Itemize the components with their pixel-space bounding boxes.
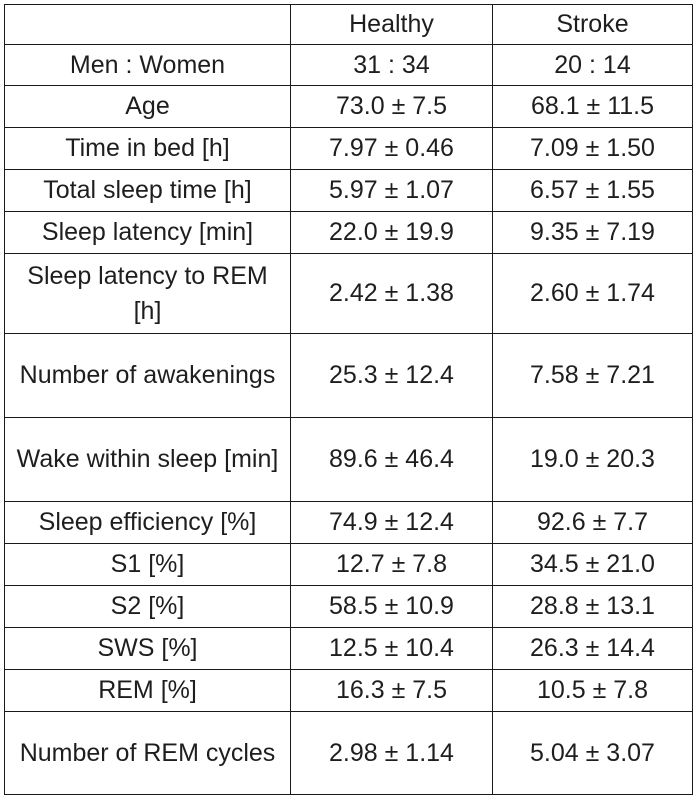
row-label: Total sleep time [h] — [4, 169, 291, 212]
healthy-value: 5.97 ± 1.07 — [290, 169, 493, 212]
healthy-value: 22.0 ± 19.9 — [290, 211, 493, 254]
stroke-value: 68.1 ± 11.5 — [492, 85, 693, 128]
sleep-comparison-table: Healthy Stroke Men : Women 31 : 34 20 : … — [4, 4, 693, 795]
healthy-value: 2.42 ± 1.38 — [290, 253, 493, 334]
stroke-value: 19.0 ± 20.3 — [492, 417, 693, 502]
stroke-value: 92.6 ± 7.7 — [492, 501, 693, 544]
healthy-value: 7.97 ± 0.46 — [290, 127, 493, 170]
table-row: REM [%] 16.3 ± 7.5 10.5 ± 7.8 — [4, 669, 693, 712]
table-row: S1 [%] 12.7 ± 7.8 34.5 ± 21.0 — [4, 543, 693, 586]
header-row: Healthy Stroke — [4, 4, 693, 45]
row-label: S1 [%] — [4, 543, 291, 586]
table-row: Total sleep time [h] 5.97 ± 1.07 6.57 ± … — [4, 169, 693, 212]
stroke-value: 10.5 ± 7.8 — [492, 669, 693, 712]
stroke-value: 9.35 ± 7.19 — [492, 211, 693, 254]
table-row: Age 73.0 ± 7.5 68.1 ± 11.5 — [4, 85, 693, 128]
header-cell-label — [4, 4, 291, 45]
table-row: Sleep latency to REM [h] 2.42 ± 1.38 2.6… — [4, 253, 693, 334]
healthy-value: 74.9 ± 12.4 — [290, 501, 493, 544]
healthy-value: 58.5 ± 10.9 — [290, 585, 493, 628]
row-label: Number of REM cycles — [4, 711, 291, 795]
table-row: Wake within sleep [min] 89.6 ± 46.4 19.0… — [4, 417, 693, 502]
healthy-value: 16.3 ± 7.5 — [290, 669, 493, 712]
table-row: S2 [%] 58.5 ± 10.9 28.8 ± 13.1 — [4, 585, 693, 628]
sleep-comparison-table-container: Healthy Stroke Men : Women 31 : 34 20 : … — [4, 4, 693, 795]
row-label: Number of awakenings — [4, 333, 291, 418]
healthy-value: 2.98 ± 1.14 — [290, 711, 493, 795]
healthy-value: 12.7 ± 7.8 — [290, 543, 493, 586]
table-row: Number of REM cycles 2.98 ± 1.14 5.04 ± … — [4, 711, 693, 795]
stroke-value: 7.58 ± 7.21 — [492, 333, 693, 418]
stroke-value: 5.04 ± 3.07 — [492, 711, 693, 795]
row-label: REM [%] — [4, 669, 291, 712]
table-row: Sleep efficiency [%] 74.9 ± 12.4 92.6 ± … — [4, 501, 693, 544]
row-label: SWS [%] — [4, 627, 291, 670]
table-row: Sleep latency [min] 22.0 ± 19.9 9.35 ± 7… — [4, 211, 693, 254]
row-label: Men : Women — [4, 44, 291, 86]
healthy-value: 31 : 34 — [290, 44, 493, 86]
healthy-value: 73.0 ± 7.5 — [290, 85, 493, 128]
row-label: Sleep efficiency [%] — [4, 501, 291, 544]
table-row: SWS [%] 12.5 ± 10.4 26.3 ± 14.4 — [4, 627, 693, 670]
row-label: Wake within sleep [min] — [4, 417, 291, 502]
table-row: Time in bed [h] 7.97 ± 0.46 7.09 ± 1.50 — [4, 127, 693, 170]
stroke-value: 2.60 ± 1.74 — [492, 253, 693, 334]
stroke-value: 6.57 ± 1.55 — [492, 169, 693, 212]
stroke-value: 34.5 ± 21.0 — [492, 543, 693, 586]
stroke-value: 26.3 ± 14.4 — [492, 627, 693, 670]
header-cell-healthy: Healthy — [290, 4, 493, 45]
healthy-value: 25.3 ± 12.4 — [290, 333, 493, 418]
header-cell-stroke: Stroke — [492, 4, 693, 45]
healthy-value: 89.6 ± 46.4 — [290, 417, 493, 502]
stroke-value: 20 : 14 — [492, 44, 693, 86]
row-label: S2 [%] — [4, 585, 291, 628]
stroke-value: 28.8 ± 13.1 — [492, 585, 693, 628]
healthy-value: 12.5 ± 10.4 — [290, 627, 493, 670]
row-label: Sleep latency to REM [h] — [4, 253, 291, 334]
table-row: Number of awakenings 25.3 ± 12.4 7.58 ± … — [4, 333, 693, 418]
row-label: Time in bed [h] — [4, 127, 291, 170]
table-row: Men : Women 31 : 34 20 : 14 — [4, 44, 693, 86]
row-label: Age — [4, 85, 291, 128]
row-label: Sleep latency [min] — [4, 211, 291, 254]
stroke-value: 7.09 ± 1.50 — [492, 127, 693, 170]
